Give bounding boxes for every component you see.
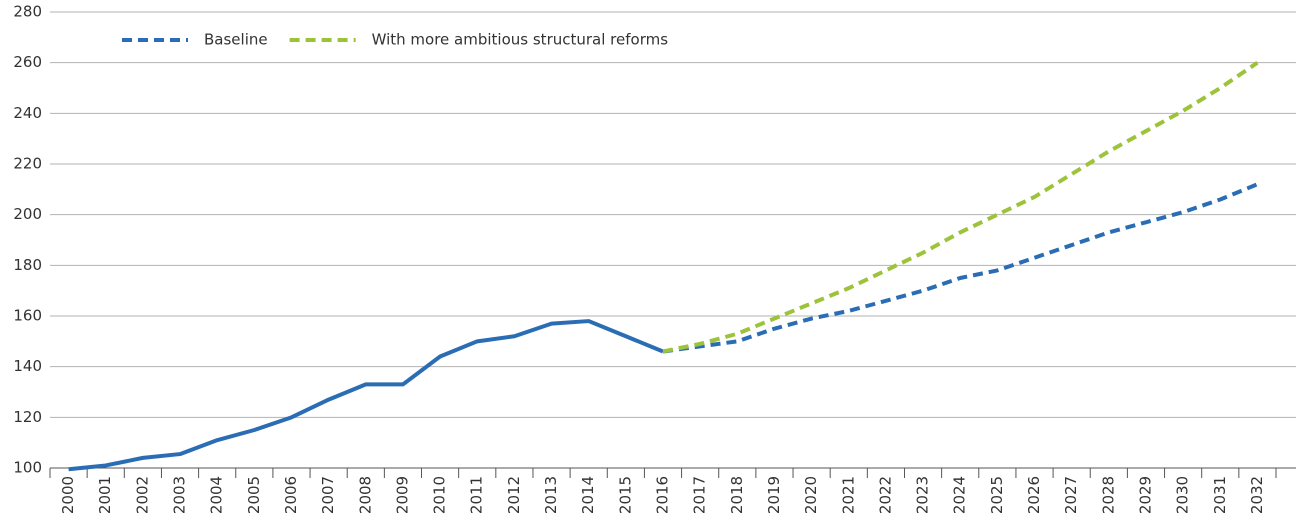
x-tick-label: 2021	[839, 476, 857, 514]
x-tick-label: 2008	[356, 476, 374, 514]
x-tick-label: 2013	[542, 476, 560, 514]
x-tick-label: 2032	[1248, 476, 1266, 514]
x-tick-label: 2015	[616, 476, 634, 514]
y-tick-label: 200	[13, 205, 42, 223]
legend-label: With more ambitious structural reforms	[372, 31, 669, 49]
y-tick-label: 120	[13, 408, 42, 426]
x-tick-label: 2017	[691, 476, 709, 514]
x-tick-label: 2024	[951, 476, 969, 514]
y-tick-label: 260	[13, 53, 42, 71]
x-tick-label: 2000	[59, 476, 77, 514]
y-tick-label: 240	[13, 104, 42, 122]
x-tick-label: 2005	[245, 476, 263, 514]
y-tick-label: 180	[13, 256, 42, 274]
x-tick-label: 2027	[1062, 476, 1080, 514]
x-tick-label: 2012	[505, 476, 523, 514]
x-tick-label: 2007	[319, 476, 337, 514]
x-tick-label: 2022	[876, 476, 894, 514]
x-tick-label: 2028	[1099, 476, 1117, 514]
x-tick-label: 2002	[133, 476, 151, 514]
x-tick-label: 2006	[282, 476, 300, 514]
legend-label: Baseline	[204, 31, 268, 49]
series-line	[68, 319, 664, 472]
x-tick-label: 2031	[1211, 476, 1229, 514]
x-tick-label: 2003	[171, 476, 189, 514]
x-tick-label: 2023	[914, 476, 932, 514]
y-tick-label: 140	[13, 357, 42, 375]
x-tick-label: 2030	[1174, 476, 1192, 514]
x-tick-label: 2029	[1136, 476, 1154, 514]
x-tick-label: 2016	[654, 476, 672, 514]
x-tick-label: 2014	[579, 476, 597, 514]
x-tick-label: 2026	[1025, 476, 1043, 514]
x-tick-label: 2020	[802, 476, 820, 514]
series-line	[662, 61, 1259, 354]
x-tick-label: 2001	[96, 476, 114, 514]
x-tick-label: 2011	[468, 476, 486, 514]
series-line	[662, 182, 1259, 354]
y-tick-label: 160	[13, 307, 42, 325]
y-tick-label: 220	[13, 155, 42, 173]
y-tick-label: 100	[13, 459, 42, 477]
x-tick-label: 2025	[988, 476, 1006, 514]
x-tick-label: 2009	[393, 476, 411, 514]
x-tick-label: 2019	[765, 476, 783, 514]
y-tick-label: 280	[13, 3, 42, 21]
x-tick-label: 2004	[208, 476, 226, 514]
x-tick-label: 2010	[431, 476, 449, 514]
x-tick-label: 2018	[728, 476, 746, 514]
